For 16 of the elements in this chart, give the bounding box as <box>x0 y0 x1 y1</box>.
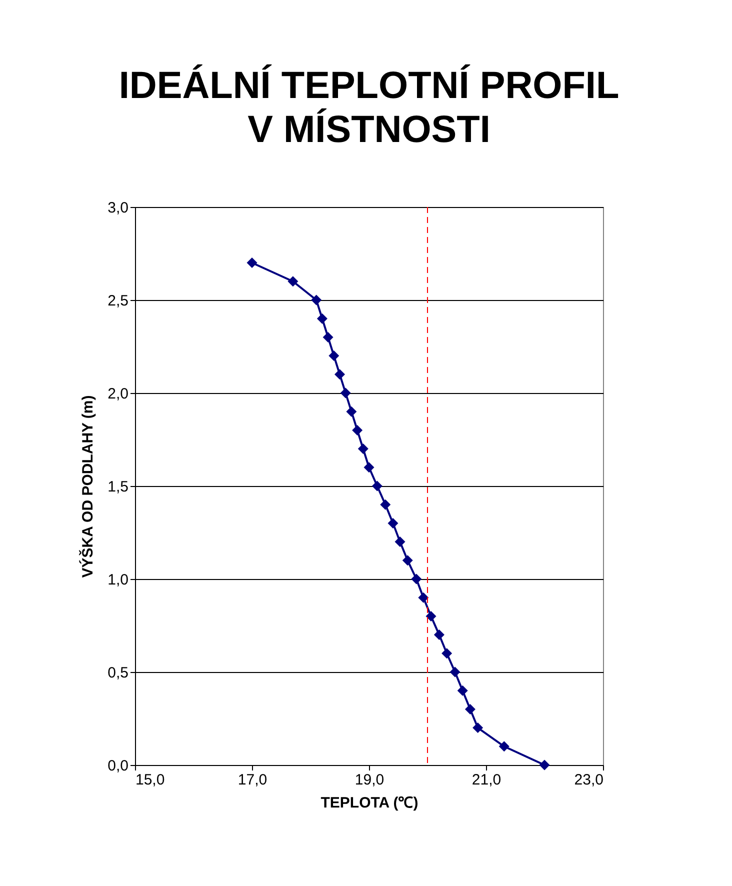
y-tick-label: 2,0 <box>108 386 128 402</box>
x-tick-label: 15,0 <box>136 772 165 788</box>
y-tick-label: 0,5 <box>108 664 128 682</box>
text: IDEÁLNÍ TEPLOTNÍ PROFIL <box>118 65 620 107</box>
text: V MÍSTNOSTI <box>248 109 490 151</box>
y-tick-label: 3,0 <box>108 200 128 216</box>
y-tick-label: 2,5 <box>108 292 128 310</box>
y-tick-label: 1,0 <box>108 572 128 588</box>
x-tick-label: 19,0 <box>354 772 384 788</box>
x-axis-title: TEPLOTA (℃) <box>320 794 418 812</box>
y-axis-title: VÝŠKA OD PODLAHY (m) <box>78 395 97 578</box>
x-tick-label: 23,0 <box>574 772 604 788</box>
y-tick-label: 0,0 <box>108 758 128 774</box>
y-tick-label: 1,5 <box>108 478 128 496</box>
x-tick-label: 17,0 <box>238 772 268 788</box>
x-tick-label: 21,0 <box>472 772 502 788</box>
